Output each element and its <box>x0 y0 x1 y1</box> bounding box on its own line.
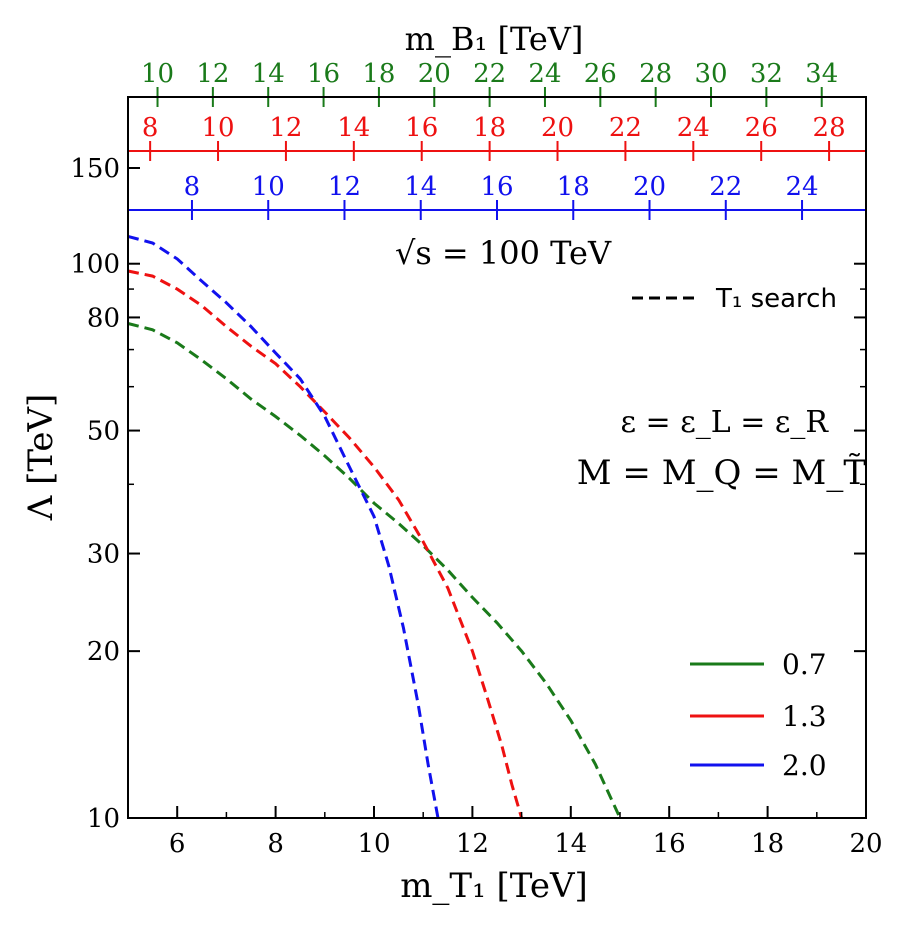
y-tick-label-1: 20 <box>87 637 120 667</box>
secondary-tick-label-1-10: 28 <box>813 113 846 143</box>
x-tick-label-5: 16 <box>653 829 686 859</box>
x-tick-label-4: 14 <box>554 829 587 859</box>
secondary-tick-label-0-3: 16 <box>307 59 340 89</box>
secondary-tick-label-0-11: 32 <box>750 59 783 89</box>
secondary-tick-label-1-6: 20 <box>541 113 574 143</box>
y-tick-label-0: 10 <box>87 804 120 834</box>
secondary-tick-label-1-0: 8 <box>142 113 159 143</box>
secondary-tick-label-0-7: 24 <box>528 59 561 89</box>
series-line-1 <box>127 269 524 819</box>
x-tick-label-3: 12 <box>456 829 489 859</box>
x-tick-label-6: 18 <box>751 829 784 859</box>
secondary-tick-label-1-5: 18 <box>473 113 506 143</box>
secondary-tick-label-1-4: 16 <box>405 113 438 143</box>
series-legend: 0.7 1.3 2.0 <box>690 648 827 782</box>
secondary-tick-label-2-3: 14 <box>404 172 437 202</box>
x-axis-title: m_T₁ [TeV] <box>400 866 588 906</box>
relation-mass: M = M_Q = M_T̃ <box>577 453 867 493</box>
secondary-axis-ticks: 10 12 14 16 18 20 22 24 26 28 30 32 348 10 12 14 16 18 20 2… <box>141 59 846 220</box>
secondary-tick-label-2-5: 18 <box>557 172 590 202</box>
secondary-tick-label-2-8: 24 <box>785 172 818 202</box>
secondary-tick-label-0-4: 18 <box>362 59 395 89</box>
y-tick-label-2: 30 <box>87 540 120 570</box>
secondary-tick-label-1-1: 10 <box>201 113 234 143</box>
main-axis-ticks: 6 8 10 12 14 16 18 20 10 20 30 50 80 100 150 <box>70 154 882 859</box>
curves <box>127 234 622 819</box>
y-tick-label-4: 80 <box>87 303 120 333</box>
secondary-tick-label-2-1: 10 <box>252 172 285 202</box>
secondary-tick-label-1-9: 26 <box>745 113 778 143</box>
secondary-tick-label-0-5: 20 <box>418 59 451 89</box>
y-tick-label-5: 100 <box>70 250 120 280</box>
series-line-0 <box>127 322 622 819</box>
secondary-tick-label-2-6: 20 <box>633 172 666 202</box>
secondary-tick-label-2-2: 12 <box>328 172 361 202</box>
legend-label-2: 2.0 <box>782 749 827 782</box>
secondary-tick-label-0-10: 30 <box>694 59 727 89</box>
y-axis-title: Λ [TeV] <box>21 394 61 522</box>
relation-epsilon: ε = ε_L = ε_R <box>620 405 829 440</box>
series-line-2 <box>127 234 440 819</box>
secondary-tick-label-1-8: 24 <box>677 113 710 143</box>
x-tick-label-7: 20 <box>849 829 882 859</box>
secondary-tick-label-1-7: 22 <box>609 113 642 143</box>
secondary-tick-label-1-3: 14 <box>337 113 370 143</box>
secondary-tick-label-2-4: 16 <box>480 172 513 202</box>
secondary-tick-label-0-0: 10 <box>141 59 174 89</box>
secondary-tick-label-0-12: 34 <box>805 59 838 89</box>
secondary-tick-label-1-2: 12 <box>269 113 302 143</box>
legend-label-0: 0.7 <box>782 648 827 681</box>
y-tick-label-upper: 150 <box>70 154 120 184</box>
x-tick-label-2: 10 <box>357 829 390 859</box>
style-legend-label: T₁ search <box>715 284 837 314</box>
plot-frame <box>127 96 867 819</box>
x-tick-label-1: 8 <box>267 829 284 859</box>
energy-annotation: √s = 100 TeV <box>395 234 612 272</box>
secondary-tick-label-0-9: 28 <box>639 59 672 89</box>
secondary-tick-label-0-2: 14 <box>252 59 285 89</box>
y-tick-label-3: 50 <box>87 417 120 447</box>
x-tick-label-0: 6 <box>169 829 186 859</box>
secondary-tick-label-2-0: 8 <box>184 172 201 202</box>
secondary-tick-label-0-6: 22 <box>473 59 506 89</box>
secondary-tick-label-0-8: 26 <box>584 59 617 89</box>
secondary-tick-label-0-1: 12 <box>196 59 229 89</box>
secondary-tick-label-2-7: 22 <box>709 172 742 202</box>
top-axis-title: m_B₁ [TeV] <box>405 20 584 58</box>
legend-label-1: 1.3 <box>782 700 827 733</box>
